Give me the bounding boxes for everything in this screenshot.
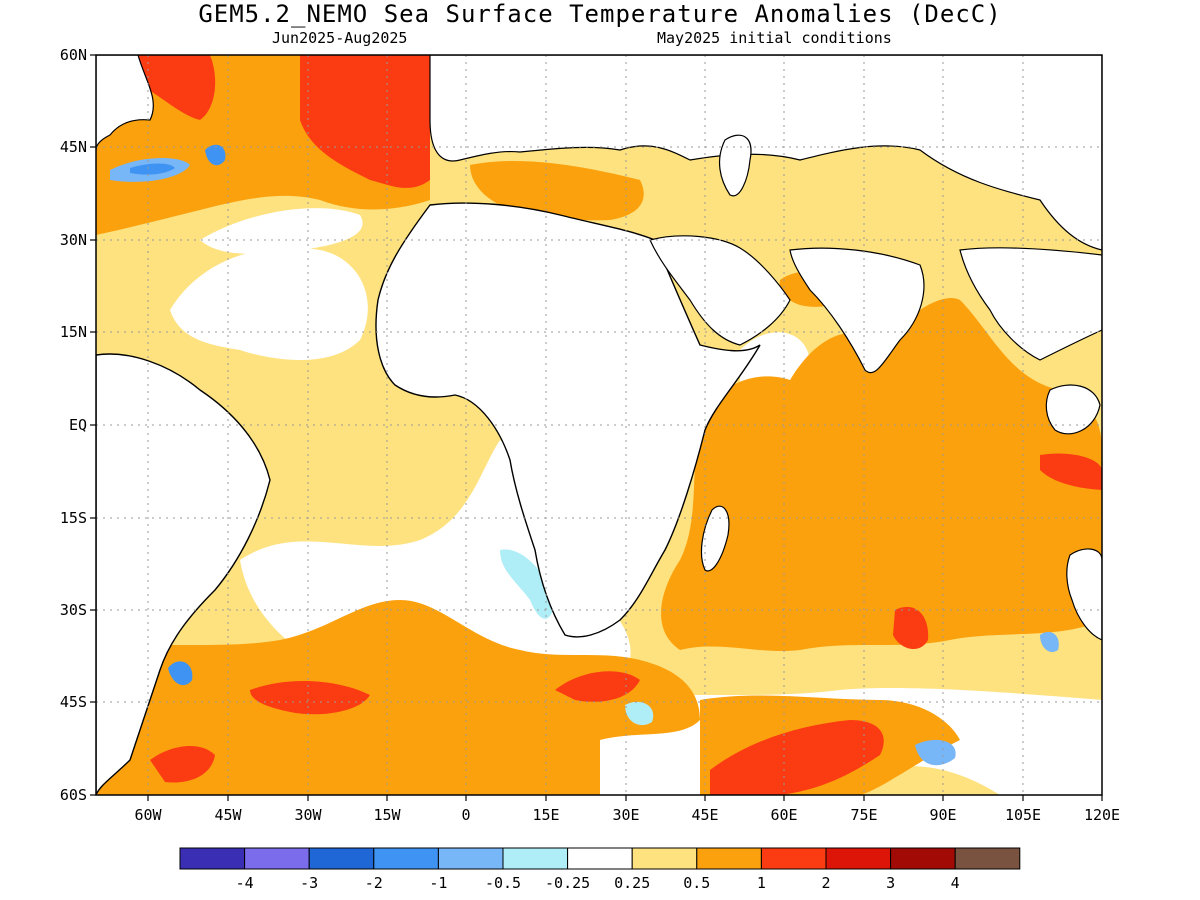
lon-label-120e: 120E: [1084, 806, 1120, 824]
lon-label-15e: 15E: [532, 806, 559, 824]
cool-region-benguela: [500, 549, 555, 619]
map-title: GEM5.2_NEMO Sea Surface Temperature Anom…: [198, 0, 1002, 28]
colorbar-swatch: [244, 847, 310, 870]
colorbar-swatch: [954, 847, 1021, 870]
lat-label-15n: 15N: [60, 323, 87, 341]
cool-region-gulf-stream-core: [130, 163, 175, 175]
lon-label-75e: 75E: [850, 806, 877, 824]
lat-label-15s: 15S: [60, 509, 87, 527]
warm-region-south-atlantic: [96, 600, 700, 795]
southeast-asia-landmass: [959, 247, 1102, 361]
hot-region-labrador: [130, 55, 216, 120]
colorbar-label: 3: [886, 874, 895, 892]
cool-region-south-atlantic: [625, 701, 654, 726]
latitude-labels: 60N 45N 30N 15N EQ 15S 30S 45S 60S: [60, 46, 87, 804]
north-america-landmass: [96, 55, 154, 151]
colorbar-label: -3: [300, 874, 318, 892]
lat-label-45s: 45S: [60, 693, 87, 711]
colorbar-label: -0.5: [485, 874, 521, 892]
colorbar-swatch: [437, 847, 504, 870]
lat-label-45n: 45N: [60, 138, 87, 156]
lat-label-60n: 60N: [60, 46, 87, 64]
madagascar-landmass: [700, 505, 730, 572]
colorbar-swatch: [825, 847, 892, 870]
neutral-region-central-atlantic: [200, 208, 363, 254]
anomaly-field: [96, 55, 1102, 795]
colorbar: [179, 847, 1021, 870]
colorbar-swatch: [760, 847, 827, 870]
colorbar-label: 0.25: [614, 874, 650, 892]
hot-region-southern-indian-1: [710, 720, 884, 795]
colorbar-swatch: [179, 847, 246, 870]
colorbar-label: -4: [236, 874, 254, 892]
lon-label-30e: 30E: [612, 806, 639, 824]
lat-label-30n: 30N: [60, 231, 87, 249]
colorbar-labels: -4 -3 -2 -1 -0.5 -0.25 0.25 0.5 1 2 3 4: [236, 874, 960, 892]
lon-label-0: 0: [461, 806, 470, 824]
colorbar-label: -0.25: [545, 874, 590, 892]
australia-landmass: [1066, 548, 1102, 641]
india-landmass: [789, 247, 925, 374]
lon-label-60w: 60W: [134, 806, 162, 824]
lat-label-eq: EQ: [69, 416, 87, 434]
caspian-sea: [718, 134, 752, 197]
neutral-region-tropical-atlantic: [170, 247, 368, 360]
colorbar-label: 1: [757, 874, 766, 892]
colorbar-swatch: [567, 847, 633, 870]
hot-region-north-atlantic: [300, 55, 430, 188]
colorbar-label: 0.5: [683, 874, 710, 892]
arabia-landmass: [649, 235, 791, 346]
lon-label-105e: 105E: [1005, 806, 1041, 824]
colorbar-label: 4: [951, 874, 960, 892]
colorbar-swatch: [308, 847, 375, 870]
hot-region-indonesia: [1040, 453, 1102, 490]
lon-label-15w: 15W: [373, 806, 401, 824]
lon-label-45w: 45W: [214, 806, 242, 824]
cool-region-falklands: [168, 661, 193, 686]
longitude-labels: 60W 45W 30W 15W 0 15E 30E 45E 60E 75E 90…: [134, 806, 1120, 824]
lon-label-60e: 60E: [770, 806, 797, 824]
colorbar-swatch: [890, 847, 956, 870]
colorbar-swatch: [373, 847, 439, 870]
hot-region-southern-atlantic: [250, 680, 370, 715]
map-gridlines: [96, 55, 1102, 795]
colorbar-swatch: [696, 847, 762, 870]
warm-region-indian-ocean: [661, 298, 1102, 652]
lon-label-30w: 30W: [294, 806, 322, 824]
hot-region-southern-indian-2: [555, 671, 640, 702]
lon-label-45e: 45E: [691, 806, 718, 824]
hot-region-south-america: [150, 745, 215, 783]
forecast-period: Jun2025-Aug2025: [272, 29, 408, 47]
borneo-landmass: [1045, 384, 1101, 435]
lon-label-90e: 90E: [929, 806, 956, 824]
colorbar-label: 2: [821, 874, 830, 892]
warm-region-mediterranean: [470, 160, 644, 221]
lat-label-30s: 30S: [60, 601, 87, 619]
colorbar-label: -1: [429, 874, 447, 892]
cool-region-newfoundland: [205, 144, 226, 166]
colorbar-swatch: [631, 847, 698, 870]
colorbar-swatch: [502, 847, 569, 870]
cool-region-southern-indian: [915, 739, 956, 766]
axis-ticks: [90, 54, 1103, 801]
colorbar-label: -2: [365, 874, 383, 892]
initial-conditions-label: May2025 initial conditions: [657, 29, 892, 47]
lat-label-60s: 60S: [60, 786, 87, 804]
cool-region-australia: [1040, 631, 1059, 653]
south-america-landmass: [96, 353, 271, 795]
hot-region-indian-east: [893, 606, 929, 650]
